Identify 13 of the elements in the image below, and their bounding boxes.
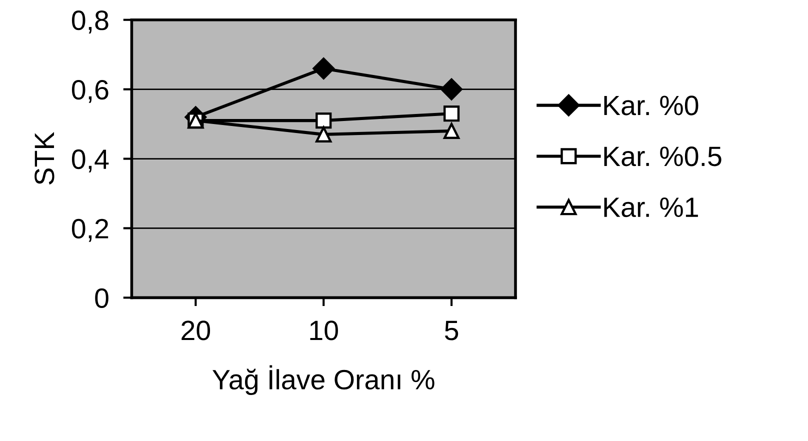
legend-label: Kar. %0 <box>604 96 698 116</box>
legend-label: Kar. %0.5 <box>604 146 722 166</box>
x-axis-title: Yağ İlave Oranı % <box>212 365 434 396</box>
y-tick-label: 0 <box>95 288 108 308</box>
x-tick-label: 20 <box>182 320 210 340</box>
y-axis-title: STK <box>34 132 54 185</box>
x-tick-label: 5 <box>444 320 458 340</box>
y-tick-label: 0,6 <box>72 80 108 103</box>
x-tick-label: 10 <box>310 320 338 340</box>
y-tick-label: 0,8 <box>72 10 108 34</box>
y-tick-label: 0,2 <box>72 218 108 242</box>
y-tick-label: 0,4 <box>72 149 109 172</box>
legend-label: Kar. %1 <box>604 198 698 218</box>
